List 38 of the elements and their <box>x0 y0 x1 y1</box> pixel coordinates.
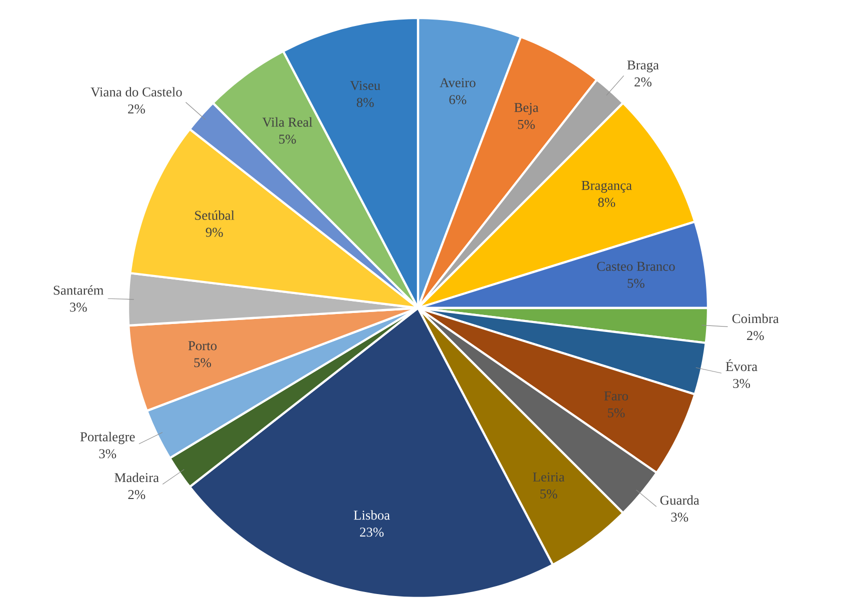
slice-label: Lisboa <box>354 510 390 520</box>
slice-label: Santarém <box>54 285 104 295</box>
slice-label: Porto <box>188 341 217 350</box>
data-label: 23% <box>360 528 384 537</box>
data-label: 2% <box>128 104 145 114</box>
data-label: 5% <box>279 134 296 144</box>
slice-label: Évora <box>726 359 758 372</box>
data-label: 2% <box>128 490 146 500</box>
slice-label: Viana do Castelo <box>90 87 182 97</box>
slice-label: Viseu <box>350 80 380 90</box>
slice-label: Coimbra <box>732 314 779 324</box>
slice-label: Leiria <box>532 472 565 482</box>
data-label: 8% <box>356 98 374 107</box>
data-label: 5% <box>518 120 535 130</box>
data-label: 2% <box>746 331 764 340</box>
slice-label: Casteo Branco <box>597 262 675 271</box>
data-label: 3% <box>671 512 688 522</box>
data-label: 3% <box>70 302 87 312</box>
slice-label: Madeira <box>114 472 159 482</box>
slice-label: Guarda <box>660 495 700 505</box>
data-label: 5% <box>194 358 212 368</box>
slice-label: Bragança <box>582 181 632 193</box>
slice-label: Beja <box>514 103 538 115</box>
slice-label: Faro <box>604 392 628 400</box>
slice-label: Braga <box>627 60 659 72</box>
slice-label: Portalegre <box>80 432 135 444</box>
data-label: 8% <box>598 198 616 207</box>
data-label: 5% <box>608 408 625 418</box>
data-label: 3% <box>99 449 116 458</box>
slice-label: Aveiro <box>440 78 476 88</box>
data-label: 6% <box>449 95 466 104</box>
data-label: 9% <box>206 228 223 237</box>
slice-label: Setúbal <box>195 210 234 220</box>
data-label: 3% <box>733 378 750 388</box>
data-label: 5% <box>540 489 558 499</box>
data-label: 5% <box>628 278 644 288</box>
data-label: 2% <box>634 77 652 87</box>
slice-label: Vila Real <box>262 117 312 127</box>
